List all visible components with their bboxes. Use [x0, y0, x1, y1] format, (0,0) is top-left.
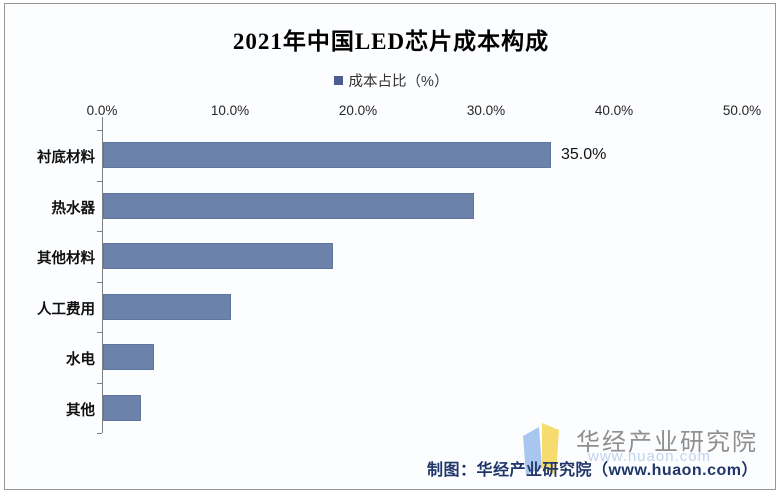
x-axis-tick-label: 10.0%	[210, 103, 250, 118]
category-label: 其他	[66, 402, 95, 419]
bar	[103, 142, 551, 169]
logo-text: 华经产业研究院	[576, 429, 758, 456]
legend: 成本占比（%）	[0, 70, 782, 91]
value-label: 35.0%	[561, 146, 607, 164]
x-axis-tick-label: 0.0%	[86, 103, 118, 118]
huajing-logo-icon	[523, 423, 559, 475]
credit-line: 制图：华经产业研究院（www.huaon.com）	[426, 462, 758, 479]
x-axis-tick-label: 30.0%	[466, 103, 506, 118]
x-axis-tick-label: 20.0%	[338, 103, 378, 118]
x-axis-tick-label: 40.0%	[594, 103, 634, 118]
y-axis-tick	[97, 231, 102, 232]
chart-title: 2021年中国LED芯片成本构成	[232, 29, 550, 54]
watermark-text: www.huaon.com	[588, 448, 712, 465]
x-axis-tick-label: 50.0%	[722, 103, 762, 118]
y-axis-tick	[97, 332, 102, 333]
bar	[103, 243, 334, 270]
y-axis-tick	[97, 281, 102, 283]
category-label: 人工费用	[37, 301, 95, 318]
bar	[103, 394, 142, 421]
bar	[103, 192, 475, 219]
y-axis-line	[102, 117, 103, 433]
y-axis-tick	[97, 130, 102, 131]
legend-marker-icon	[333, 76, 343, 85]
category-label: 热水器	[51, 200, 96, 217]
category-label: 衬底材料	[37, 150, 95, 167]
y-axis-tick	[97, 180, 102, 182]
bar	[103, 293, 231, 320]
category-label: 其他材料	[37, 251, 95, 268]
bar	[103, 344, 155, 371]
legend-label: 成本占比（%）	[348, 74, 449, 90]
y-axis-tick	[97, 382, 102, 384]
y-axis-tick	[97, 433, 102, 434]
category-label: 水电	[66, 352, 95, 369]
